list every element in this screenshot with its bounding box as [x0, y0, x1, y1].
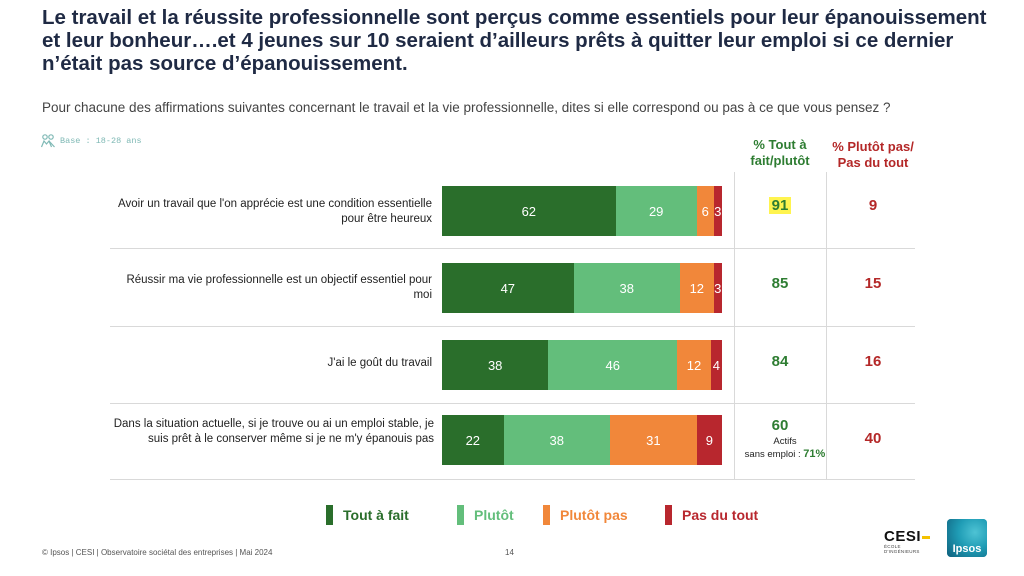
- column-separator: [734, 172, 735, 479]
- bar-segment-tout-a-fait-row4: 22: [442, 415, 504, 465]
- row-separator: [110, 326, 915, 327]
- legend-item-plutot-pas: Plutôt pas: [543, 505, 628, 525]
- total-positive-1: 91: [738, 197, 822, 214]
- legend-item-tout-a-fait: Tout à fait: [326, 505, 409, 525]
- bar-value-label: 3: [714, 203, 722, 219]
- row-label-1: Avoir un travail que l'on apprécie est u…: [118, 198, 432, 225]
- column-header-positive: % Tout à fait/plutôt: [750, 137, 810, 168]
- row-label-3: J'ai le goût du travail: [327, 357, 432, 369]
- row4-note: Actifs sans emploi : 71%: [738, 435, 832, 461]
- bar-segment-plutot-row2: 38: [573, 263, 680, 313]
- row-label-2: Réussir ma vie professionnelle est un ob…: [126, 274, 432, 301]
- bar-segment-tout-a-fait-row1: 62: [442, 186, 616, 236]
- total-positive-4: 60: [771, 417, 789, 434]
- bar-segment-pas-du-tout-row4: 9: [696, 415, 722, 465]
- legend: Tout à fait Plutôt Plutôt pas Pas du tou…: [0, 505, 1024, 527]
- bar-value-label: 3: [714, 280, 722, 296]
- row4-note-line2: sans emploi :: [744, 449, 801, 460]
- legend-swatch: [543, 505, 550, 525]
- bar-value-label: 38: [487, 357, 503, 373]
- row-separator: [110, 248, 915, 249]
- bar-value-label: 12: [689, 280, 705, 296]
- bar-segment-plutot-pas-row1: 6: [696, 186, 714, 236]
- base-note: Base : 18-28 ans: [40, 133, 142, 149]
- people-icon: [40, 134, 55, 148]
- bar-segment-plutot-pas-row4: 31: [610, 415, 697, 465]
- legend-label: Pas du tout: [682, 507, 759, 523]
- cesi-logo-text: CESI: [884, 528, 922, 545]
- bar-segment-pas-du-tout-row3: 4: [710, 340, 722, 390]
- bar-segment-tout-a-fait-row2: 47: [442, 263, 574, 313]
- question-subtitle: Pour chacune des affirmations suivantes …: [42, 100, 891, 115]
- bar-value-label: 62: [521, 203, 537, 219]
- legend-item-plutot: Plutôt: [457, 505, 514, 525]
- highlighted-total: 91: [768, 197, 792, 214]
- bar-segment-plutot-row1: 29: [615, 186, 697, 236]
- bar-value-label: 38: [619, 280, 635, 296]
- bar-segment-plutot-pas-row2: 12: [680, 263, 714, 313]
- total-negative-3: 16: [864, 353, 882, 370]
- row-separator: [110, 403, 915, 404]
- legend-label: Tout à fait: [343, 507, 409, 523]
- total-negative-1: 9: [868, 197, 878, 214]
- total-positive-2: 85: [771, 275, 789, 292]
- bar-value-label: 38: [549, 432, 565, 448]
- bar-value-label: 29: [648, 203, 664, 219]
- cesi-logo-mark: [922, 536, 931, 539]
- bar-value-label: 9: [705, 432, 713, 448]
- row4-note-line1: Actifs: [773, 436, 797, 447]
- ipsos-logo-background: [947, 519, 987, 557]
- total-negative-2: 15: [864, 275, 882, 292]
- bar-value-label: 47: [500, 280, 516, 296]
- base-label: Base : 18-28 ans: [60, 136, 142, 146]
- legend-swatch: [326, 505, 333, 525]
- row-label-4: Dans la situation actuelle, si je trouve…: [113, 418, 434, 445]
- legend-swatch: [665, 505, 672, 525]
- bar-segment-pas-du-tout-row1: 3: [713, 186, 722, 236]
- bar-value-label: 12: [686, 357, 702, 373]
- cesi-logo-subtitle: ÉCOLE D'INGÉNIEURS: [884, 544, 920, 554]
- footer-source: © Ipsos | CESI | Observatoire sociétal d…: [42, 548, 273, 557]
- bar-value-label: 46: [605, 357, 621, 373]
- column-header-negative: % Plutôt pas/ Pas du tout: [832, 139, 914, 170]
- total-positive-3: 84: [771, 353, 789, 370]
- page-title: Le travail et la réussite professionnell…: [42, 6, 987, 75]
- cesi-logo: CESI ÉCOLE D'INGÉNIEURS: [884, 528, 938, 554]
- row-separator: [110, 479, 915, 480]
- bar-segment-plutot-row3: 46: [548, 340, 678, 390]
- bar-segment-pas-du-tout-row2: 3: [713, 263, 722, 313]
- bar-segment-tout-a-fait-row3: 38: [442, 340, 549, 390]
- legend-swatch: [457, 505, 464, 525]
- page-number: 14: [505, 548, 514, 557]
- bar-segment-plutot-row4: 38: [503, 415, 610, 465]
- bar-value-label: 6: [701, 203, 709, 219]
- legend-label: Plutôt: [474, 507, 514, 523]
- legend-label: Plutôt pas: [560, 507, 628, 523]
- legend-item-pas-du-tout: Pas du tout: [665, 505, 758, 525]
- ipsos-logo: Ipsos: [947, 519, 987, 557]
- bar-value-label: 31: [646, 432, 661, 448]
- bar-segment-plutot-pas-row3: 12: [677, 340, 711, 390]
- bar-value-label: 4: [712, 357, 720, 373]
- ipsos-logo-text: Ipsos: [952, 543, 982, 555]
- total-negative-4: 40: [864, 430, 882, 447]
- row4-note-value: 71%: [803, 448, 826, 460]
- bar-value-label: 22: [465, 432, 481, 448]
- column-separator: [826, 172, 827, 479]
